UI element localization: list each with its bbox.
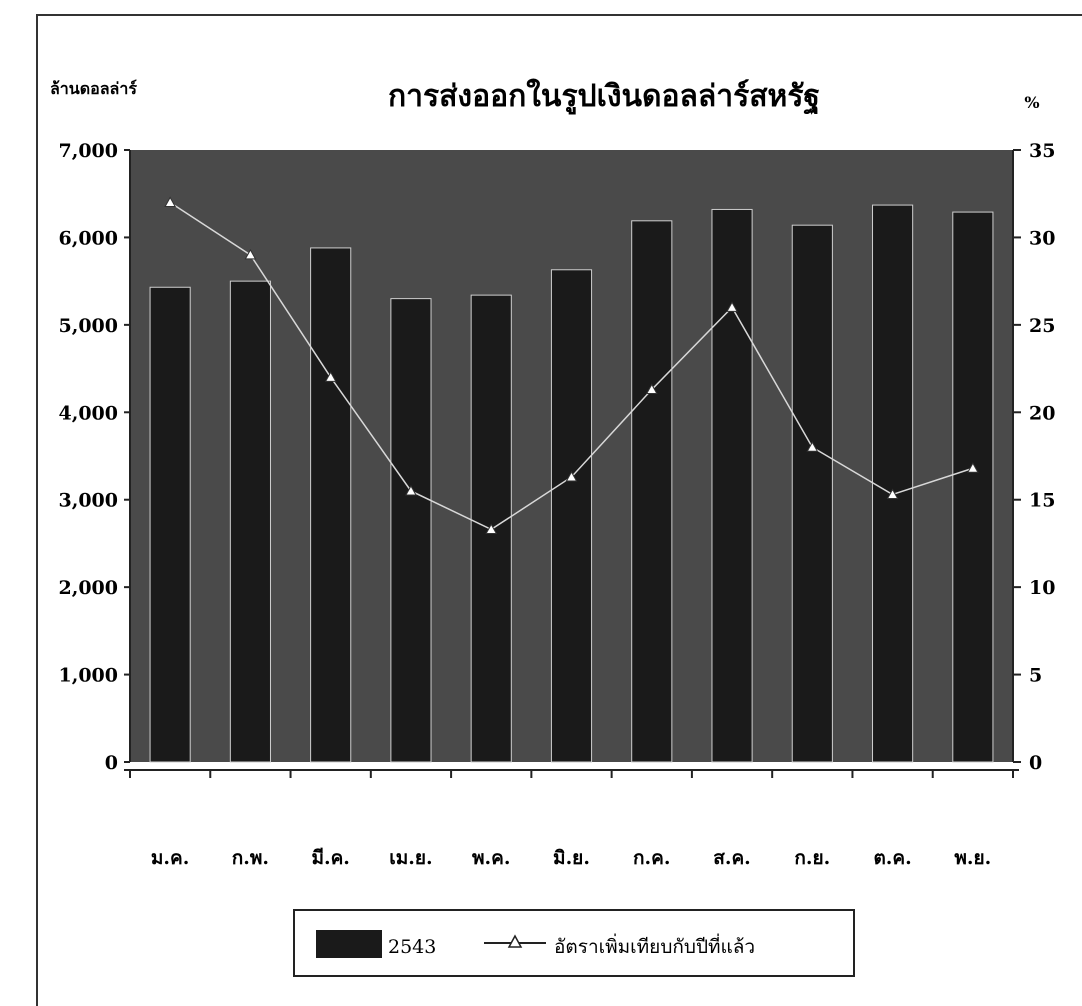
y-tick-label: 3,000 xyxy=(59,490,119,512)
bar xyxy=(872,204,914,763)
x-tick-label: พ.ย. xyxy=(954,847,991,869)
line-point xyxy=(967,462,979,473)
y2-tick-label: 0 xyxy=(1029,752,1042,774)
x-tick-label: พ.ค. xyxy=(472,847,510,869)
bar xyxy=(149,286,191,763)
y-tick-label: 7,000 xyxy=(59,140,119,162)
y2-tick-label: 25 xyxy=(1029,315,1055,337)
x-tick-label: ม.ค. xyxy=(151,847,189,869)
bar xyxy=(310,247,352,763)
bar xyxy=(550,269,593,763)
legend-marker xyxy=(507,934,523,948)
x-tick-label: มี.ค. xyxy=(311,847,349,869)
x-tick-label: ก.ค. xyxy=(633,847,670,869)
legend-label-bar: 2543 xyxy=(388,936,436,958)
line-point xyxy=(244,248,257,260)
y-tick-label: 1,000 xyxy=(59,665,119,687)
x-tick-label: ก.พ. xyxy=(232,847,269,869)
chart-frame xyxy=(36,14,1082,1006)
line-point xyxy=(485,523,498,534)
y2-tick-label: 15 xyxy=(1029,490,1055,512)
y-tick-label: 0 xyxy=(105,752,118,774)
bar xyxy=(711,208,753,763)
y2-tick-label: 10 xyxy=(1029,577,1055,599)
y2-axis-label: % xyxy=(1024,93,1039,112)
legend: 2543 อัตราเพิ่มเทียบกับปีที่แล้ว xyxy=(293,909,855,977)
line-point xyxy=(324,371,337,382)
x-tick-label: ก.ย. xyxy=(794,847,830,869)
legend-swatch-bar xyxy=(316,930,382,958)
line-point xyxy=(405,484,417,496)
chart-title: การส่งออกในรูปเงินดอลล่าร์สหรัฐ xyxy=(388,78,820,116)
bar xyxy=(791,224,833,763)
line-point xyxy=(164,196,176,207)
x-tick-label: ต.ค. xyxy=(873,847,911,869)
line-point xyxy=(726,301,738,312)
y2-tick-label: 35 xyxy=(1029,140,1055,162)
y2-tick-label: 5 xyxy=(1029,665,1042,687)
y-tick-label: 5,000 xyxy=(59,315,119,337)
bar xyxy=(952,211,994,763)
y-tick-label: 4,000 xyxy=(59,402,119,424)
bar xyxy=(390,298,432,763)
line-point xyxy=(565,470,578,482)
bar xyxy=(631,220,673,763)
bar xyxy=(229,280,271,763)
x-tick-label: เม.ย. xyxy=(389,847,432,869)
y-axis-label: ล้านดอลล่าร์ xyxy=(50,79,137,98)
y2-tick-label: 20 xyxy=(1029,402,1055,424)
line-point xyxy=(886,488,899,499)
y2-tick-label: 30 xyxy=(1029,227,1055,249)
x-tick-label: ส.ค. xyxy=(713,847,751,869)
x-tick-label: มิ.ย. xyxy=(553,847,590,869)
legend-box xyxy=(293,909,855,977)
y-tick-label: 6,000 xyxy=(59,227,119,249)
legend-label-line: อัตราเพิ่มเทียบกับปีที่แล้ว xyxy=(554,933,755,958)
line-point xyxy=(806,441,819,452)
line-point xyxy=(645,383,658,395)
y-tick-label: 2,000 xyxy=(59,577,119,599)
